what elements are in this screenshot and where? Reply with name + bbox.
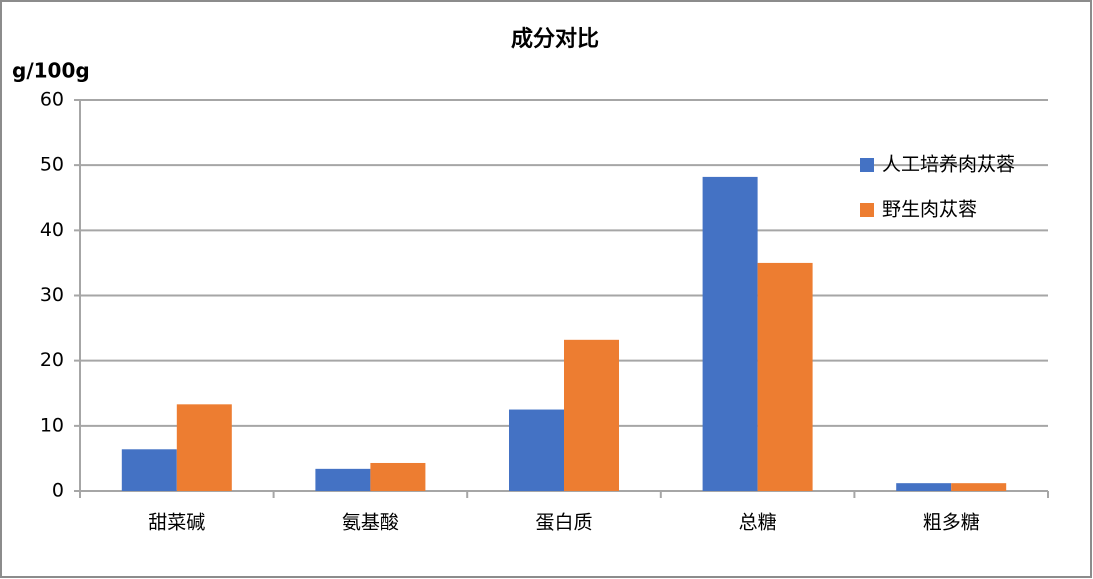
bar (951, 483, 1007, 491)
y-tick-label: 0 (52, 480, 64, 502)
bar (896, 483, 952, 491)
bar (564, 339, 619, 491)
x-tick-label: 蛋白质 (535, 512, 592, 534)
bar (121, 449, 177, 491)
bar (176, 404, 232, 491)
bar (315, 468, 371, 491)
y-tick-label: 40 (40, 219, 64, 241)
bar (509, 409, 564, 491)
y-tick-label: 10 (40, 414, 64, 436)
bar (370, 462, 426, 491)
y-tick-label: 20 (40, 349, 64, 371)
x-tick-label: 甜菜碱 (148, 512, 205, 534)
y-tick-label: 30 (40, 284, 64, 306)
bar (757, 262, 813, 491)
x-tick-label: 总糖 (739, 512, 777, 534)
legend-label: 人工培养肉苁蓉 (882, 154, 1015, 176)
y-tick-label: 60 (40, 89, 64, 111)
x-tick-label: 氨基酸 (342, 512, 399, 534)
x-tick-label: 粗多糖 (923, 512, 980, 534)
legend-label: 野生肉苁蓉 (882, 199, 977, 221)
legend-swatch (860, 203, 874, 217)
y-axis-label: g/100g (12, 59, 90, 83)
y-tick-label: 50 (40, 154, 64, 176)
chart-title: 成分对比 (511, 27, 599, 52)
bar (702, 176, 758, 491)
legend-swatch (860, 158, 874, 172)
